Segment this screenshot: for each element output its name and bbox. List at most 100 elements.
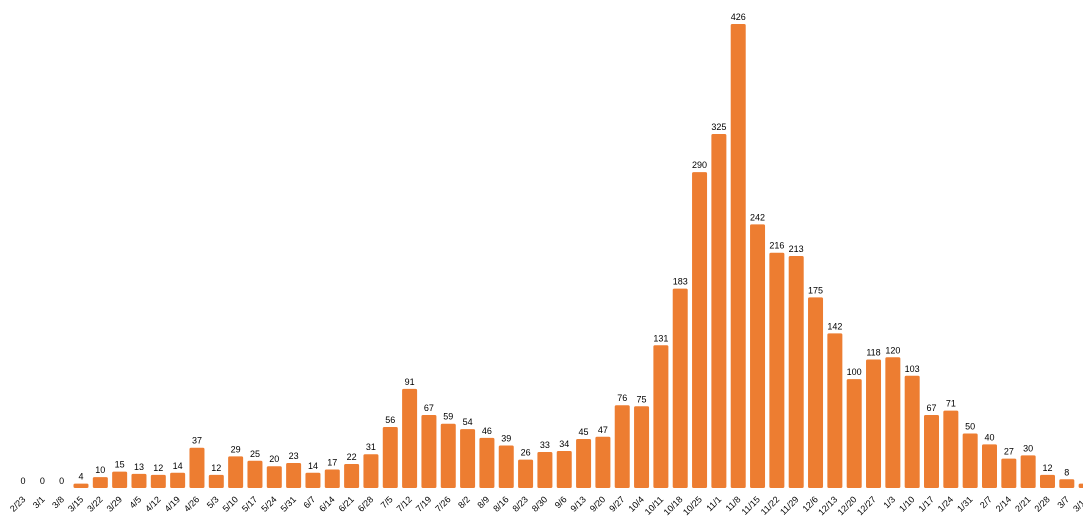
data-label: 12 xyxy=(211,463,221,473)
data-label: 175 xyxy=(808,285,823,295)
bar-1/17 xyxy=(924,415,939,488)
x-tick-label: 2/14 xyxy=(994,494,1013,513)
bar-3/14 xyxy=(1079,484,1083,488)
bar-1/3 xyxy=(885,357,900,488)
x-tick-label: 9/27 xyxy=(607,494,626,513)
x-tick-label: 4/26 xyxy=(182,494,201,513)
data-label: 142 xyxy=(827,321,842,331)
x-tick-label: 1/31 xyxy=(955,494,974,513)
data-label: 325 xyxy=(711,122,726,132)
data-label: 75 xyxy=(637,394,647,404)
x-tick-label: 8/30 xyxy=(530,494,549,513)
bar-2/7 xyxy=(982,444,997,488)
x-tick-label: 2/21 xyxy=(1013,494,1032,513)
bar-9/13 xyxy=(576,439,591,488)
x-tick-label: 4/19 xyxy=(163,494,182,513)
data-label: 47 xyxy=(598,425,608,435)
x-tick-label: 8/23 xyxy=(511,494,530,513)
data-label: 45 xyxy=(579,427,589,437)
data-label: 100 xyxy=(847,367,862,377)
data-label: 50 xyxy=(965,422,975,432)
x-tick-label: 8/2 xyxy=(456,494,472,510)
data-label: 426 xyxy=(731,12,746,22)
bar-8/23 xyxy=(518,460,533,488)
bar-12/27 xyxy=(866,359,881,488)
bar-1/24 xyxy=(943,411,958,488)
data-label: 242 xyxy=(750,212,765,222)
x-tick-label: 10/11 xyxy=(643,494,666,516)
data-label: 8 xyxy=(1064,467,1069,477)
x-tick-label: 6/21 xyxy=(337,494,356,513)
data-label: 33 xyxy=(540,440,550,450)
x-tick-label: 5/3 xyxy=(205,494,221,510)
data-label: 213 xyxy=(789,244,804,254)
data-label: 29 xyxy=(231,444,241,454)
bar-6/7 xyxy=(305,473,320,488)
bar-9/20 xyxy=(595,437,610,488)
x-tick-label: 3/22 xyxy=(85,494,104,513)
bar-7/19 xyxy=(421,415,436,488)
bar-10/4 xyxy=(634,406,649,488)
bar-6/28 xyxy=(363,454,378,488)
bar-7/5 xyxy=(383,427,398,488)
x-axis-tick-labels: 2/23 3/1 3/8 3/15 3/22 3/29 4/5 4/12 4/19 4/26 5/3… xyxy=(8,494,1083,516)
bar-8/16 xyxy=(499,446,514,488)
bar-5/10 xyxy=(228,456,243,488)
bar-11/29 xyxy=(789,256,804,488)
bar-3/22 xyxy=(93,477,108,488)
bar-11/8 xyxy=(731,24,746,488)
data-label: 4 xyxy=(78,472,83,482)
bar-10/11 xyxy=(653,345,668,488)
bar-3/7 xyxy=(1059,479,1074,488)
data-label: 120 xyxy=(885,345,900,355)
x-tick-label: 2/28 xyxy=(1032,494,1051,513)
bar-8/2 xyxy=(460,429,475,488)
bar-10/18 xyxy=(673,289,688,488)
data-label: 0 xyxy=(40,476,45,486)
bar-5/17 xyxy=(247,461,262,488)
data-label: 25 xyxy=(250,449,260,459)
bar-4/5 xyxy=(131,474,146,488)
x-tick-label: 4/5 xyxy=(127,494,143,510)
x-tick-label: 12/20 xyxy=(836,494,859,516)
data-label: 56 xyxy=(385,415,395,425)
x-tick-label: 1/3 xyxy=(881,494,897,510)
data-label: 14 xyxy=(308,461,318,471)
x-tick-label: 2/23 xyxy=(8,494,27,513)
data-label: 22 xyxy=(347,452,357,462)
data-label: 216 xyxy=(769,241,784,251)
x-tick-label: 3/1 xyxy=(31,494,47,510)
bar-4/12 xyxy=(151,475,166,488)
data-label: 34 xyxy=(559,439,569,449)
bar-11/15 xyxy=(750,224,765,488)
data-label: 131 xyxy=(653,333,668,343)
bar-10/25 xyxy=(692,172,707,488)
bar-2/28 xyxy=(1040,475,1055,488)
x-tick-label: 11/1 xyxy=(704,494,723,513)
bar-7/12 xyxy=(402,389,417,488)
data-label: 40 xyxy=(984,432,994,442)
data-label: 31 xyxy=(366,442,376,452)
bar-8/30 xyxy=(537,452,552,488)
bar-1/31 xyxy=(963,434,978,488)
data-label: 10 xyxy=(95,465,105,475)
x-tick-label: 7/12 xyxy=(395,494,414,513)
bar-11/22 xyxy=(769,253,784,488)
data-label: 14 xyxy=(173,461,183,471)
x-tick-label: 5/24 xyxy=(259,494,278,513)
bar-8/9 xyxy=(479,438,494,488)
bar-5/31 xyxy=(286,463,301,488)
x-tick-label: 7/26 xyxy=(433,494,452,513)
bar-6/14 xyxy=(325,469,340,488)
bars-layer xyxy=(73,24,1083,488)
data-labels-layer: 0 0 0 4 10 15 13 12 14 37 12 29 25 20 23 14 17 22 31 56 91 67… xyxy=(20,12,1083,486)
bar-2/14 xyxy=(1001,459,1016,488)
x-tick-label: 7/5 xyxy=(379,494,395,510)
data-label: 12 xyxy=(153,463,163,473)
bar-12/20 xyxy=(847,379,862,488)
data-label: 290 xyxy=(692,160,707,170)
bar-2/21 xyxy=(1021,455,1036,488)
x-tick-label: 9/6 xyxy=(553,494,569,510)
x-tick-label: 11/15 xyxy=(739,494,762,516)
bar-4/26 xyxy=(189,448,204,488)
